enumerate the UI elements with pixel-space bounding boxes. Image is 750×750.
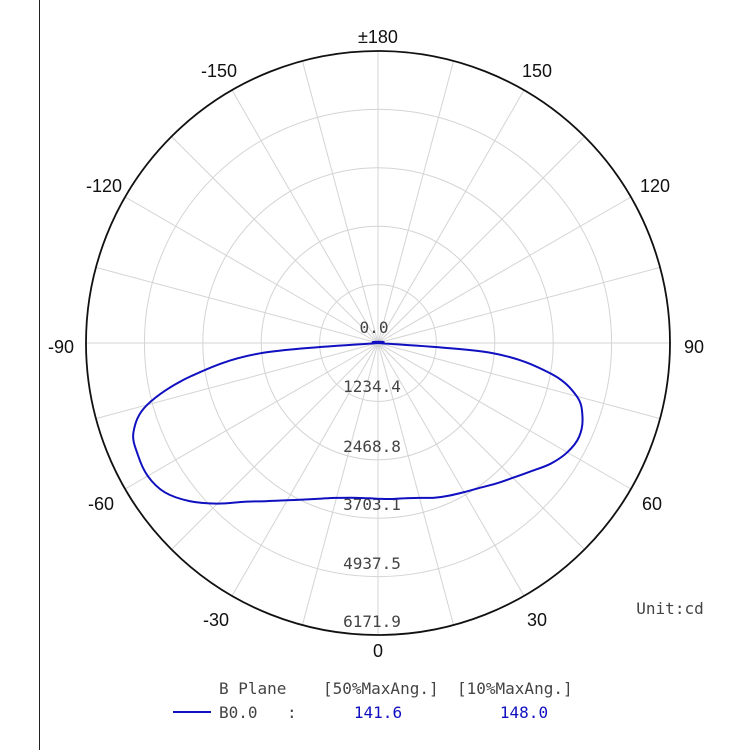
angle-label: 60: [642, 494, 662, 514]
left-border-line: [39, 0, 40, 750]
radial-grid-line: [377, 196, 632, 344]
outer-circle: [85, 50, 671, 636]
angle-label: ±180: [358, 27, 398, 47]
legend-value-10: 148.0: [500, 703, 548, 722]
grid-ring: [202, 167, 554, 519]
angle-label: 120: [640, 176, 670, 196]
radial-grid-line: [124, 196, 379, 344]
radial-grid-line: [95, 266, 379, 344]
legend-value-50: 141.6: [354, 703, 402, 722]
radial-grid-line: [377, 266, 661, 344]
radial-grid-line: [377, 342, 661, 420]
radial-grid-line: [377, 136, 585, 344]
radial-grid-line: [377, 60, 455, 344]
radial-grid-line: [377, 342, 632, 490]
radial-grid-line: [95, 342, 379, 420]
angle-label: 30: [527, 610, 547, 630]
angle-label: -120: [86, 176, 122, 196]
series-line-B0.0: [132, 340, 584, 505]
angle-label: 0: [373, 641, 383, 661]
angle-label: -90: [48, 337, 74, 357]
radial-tick-label: 6171.9: [343, 612, 401, 631]
grid-ring: [260, 225, 496, 461]
legend-plane-header: B Plane: [219, 679, 286, 698]
radial-grid-line: [377, 342, 585, 550]
radial-grid-line: [377, 342, 525, 597]
radial-tick-label: 1234.4: [343, 377, 401, 396]
angle-label: -60: [88, 494, 114, 514]
angle-label: -150: [201, 61, 237, 81]
radial-grid-line: [377, 89, 525, 344]
radial-grid-line: [231, 342, 379, 597]
legend-col1-header: [50%MaxAng.]: [323, 679, 439, 698]
unit-label: Unit:cd: [636, 599, 703, 618]
angle-label: 150: [522, 61, 552, 81]
angle-label: 90: [684, 337, 704, 357]
radial-grid-line: [231, 89, 379, 344]
legend-series-label: B0.0: [219, 703, 258, 722]
radial-grid-line: [171, 136, 379, 344]
angle-label: -30: [203, 610, 229, 630]
radial-tick-label: 0.0: [360, 318, 389, 337]
radial-tick-label: 2468.8: [343, 437, 401, 456]
radial-grid-line: [171, 342, 379, 550]
legend-col2-header: [10%MaxAng.]: [457, 679, 573, 698]
radial-grid-line: [377, 342, 455, 626]
grid-ring: [319, 284, 437, 402]
legend-separator: :: [287, 703, 297, 722]
radial-grid-line: [301, 60, 379, 344]
radial-grid-line: [124, 342, 379, 490]
grid-ring: [143, 108, 613, 578]
radial-tick-label: 4937.5: [343, 554, 401, 573]
radial-grid-line: [301, 342, 379, 626]
